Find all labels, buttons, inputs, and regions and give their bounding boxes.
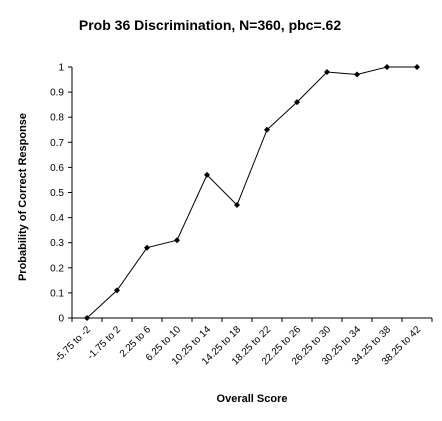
series-line bbox=[86, 66, 417, 319]
y-tick-label: 0.2 bbox=[50, 263, 64, 274]
data-point-marker bbox=[204, 171, 210, 178]
data-point-marker bbox=[234, 202, 240, 209]
series-group bbox=[84, 64, 420, 321]
y-tick-label: 1 bbox=[58, 63, 64, 74]
y-axis-ticks: 0 0.1 0.2 0.3 0.4 0.5 0.6 0.7 0.8 0.9 1 bbox=[50, 63, 72, 325]
y-tick-label: 0.7 bbox=[50, 138, 64, 149]
x-axis-title: Overall Score bbox=[217, 393, 288, 405]
data-point-marker bbox=[114, 287, 120, 294]
y-tick-label: 0.6 bbox=[50, 163, 64, 174]
data-point-marker bbox=[174, 237, 180, 244]
y-tick-label: 0.5 bbox=[50, 188, 64, 199]
data-point-marker bbox=[294, 99, 300, 106]
data-point-marker bbox=[144, 244, 150, 251]
data-point-marker bbox=[324, 69, 330, 76]
y-tick-label: 0.3 bbox=[50, 238, 64, 249]
y-tick-label: 0.9 bbox=[50, 88, 64, 99]
data-point-marker bbox=[84, 315, 90, 321]
y-axis-title: Probability of Correct Response bbox=[17, 113, 29, 281]
data-point-marker bbox=[354, 71, 360, 78]
y-tick-label: 0 bbox=[58, 314, 64, 325]
data-point-marker bbox=[384, 64, 390, 70]
y-tick-label: 0.4 bbox=[50, 213, 64, 224]
y-tick-label: 0.1 bbox=[50, 288, 64, 299]
y-tick-label: 0.8 bbox=[50, 113, 64, 124]
data-point-marker bbox=[414, 64, 420, 70]
data-point-marker bbox=[264, 126, 270, 133]
chart-title: Prob 36 Discrimination, N=360, pbc=.62 bbox=[79, 17, 341, 33]
